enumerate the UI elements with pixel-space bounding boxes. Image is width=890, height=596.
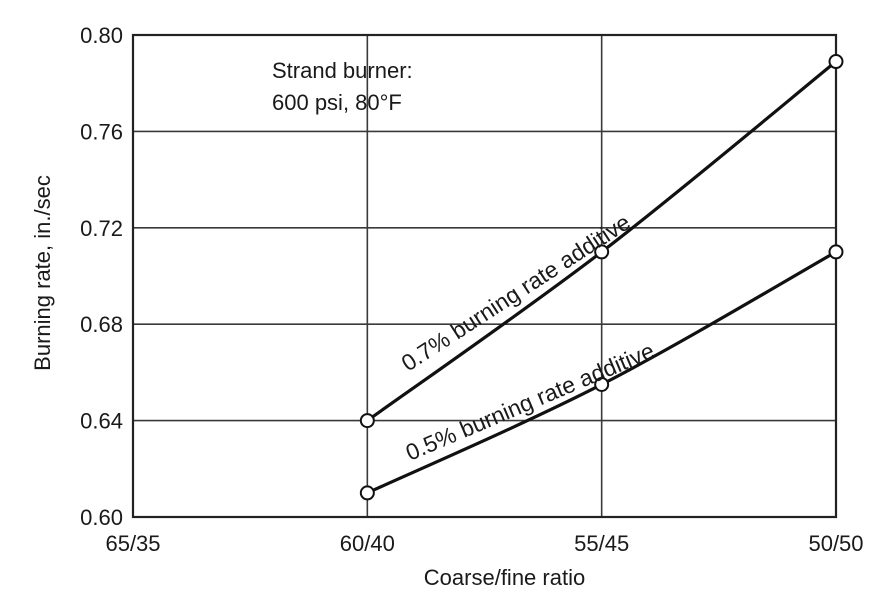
x-axis-title: Coarse/fine ratio xyxy=(424,565,585,590)
x-tick-label: 50/50 xyxy=(808,531,863,556)
y-tick-label: 0.68 xyxy=(80,312,123,337)
data-point xyxy=(828,54,844,70)
data-point xyxy=(594,376,610,392)
y-tick-label: 0.64 xyxy=(80,409,123,434)
data-point xyxy=(828,244,844,260)
y-tick-label: 0.80 xyxy=(80,23,123,48)
series xyxy=(359,54,844,501)
x-tick-label: 55/45 xyxy=(574,531,629,556)
y-axis-ticks: 0.60 0.64 0.68 0.72 0.76 0.80 xyxy=(80,23,123,530)
data-point xyxy=(359,485,375,501)
annotation-line-1: Strand burner: xyxy=(272,58,413,83)
x-tick-label: 65/35 xyxy=(105,531,160,556)
annotation-line-2: 600 psi, 80°F xyxy=(272,90,402,115)
y-tick-label: 0.72 xyxy=(80,216,123,241)
y-tick-label: 0.60 xyxy=(80,505,123,530)
x-tick-label: 60/40 xyxy=(340,531,395,556)
series-label-0-7-percent: 0.7% burning rate additive xyxy=(397,209,635,376)
y-axis-title: Burning rate, in./sec xyxy=(30,175,55,371)
plot-frame xyxy=(131,33,838,519)
x-axis-ticks: 65/35 60/40 55/45 50/50 xyxy=(105,531,863,556)
data-point xyxy=(359,413,375,429)
data-point xyxy=(594,244,610,260)
y-tick-label: 0.76 xyxy=(80,119,123,144)
grid xyxy=(133,35,836,517)
